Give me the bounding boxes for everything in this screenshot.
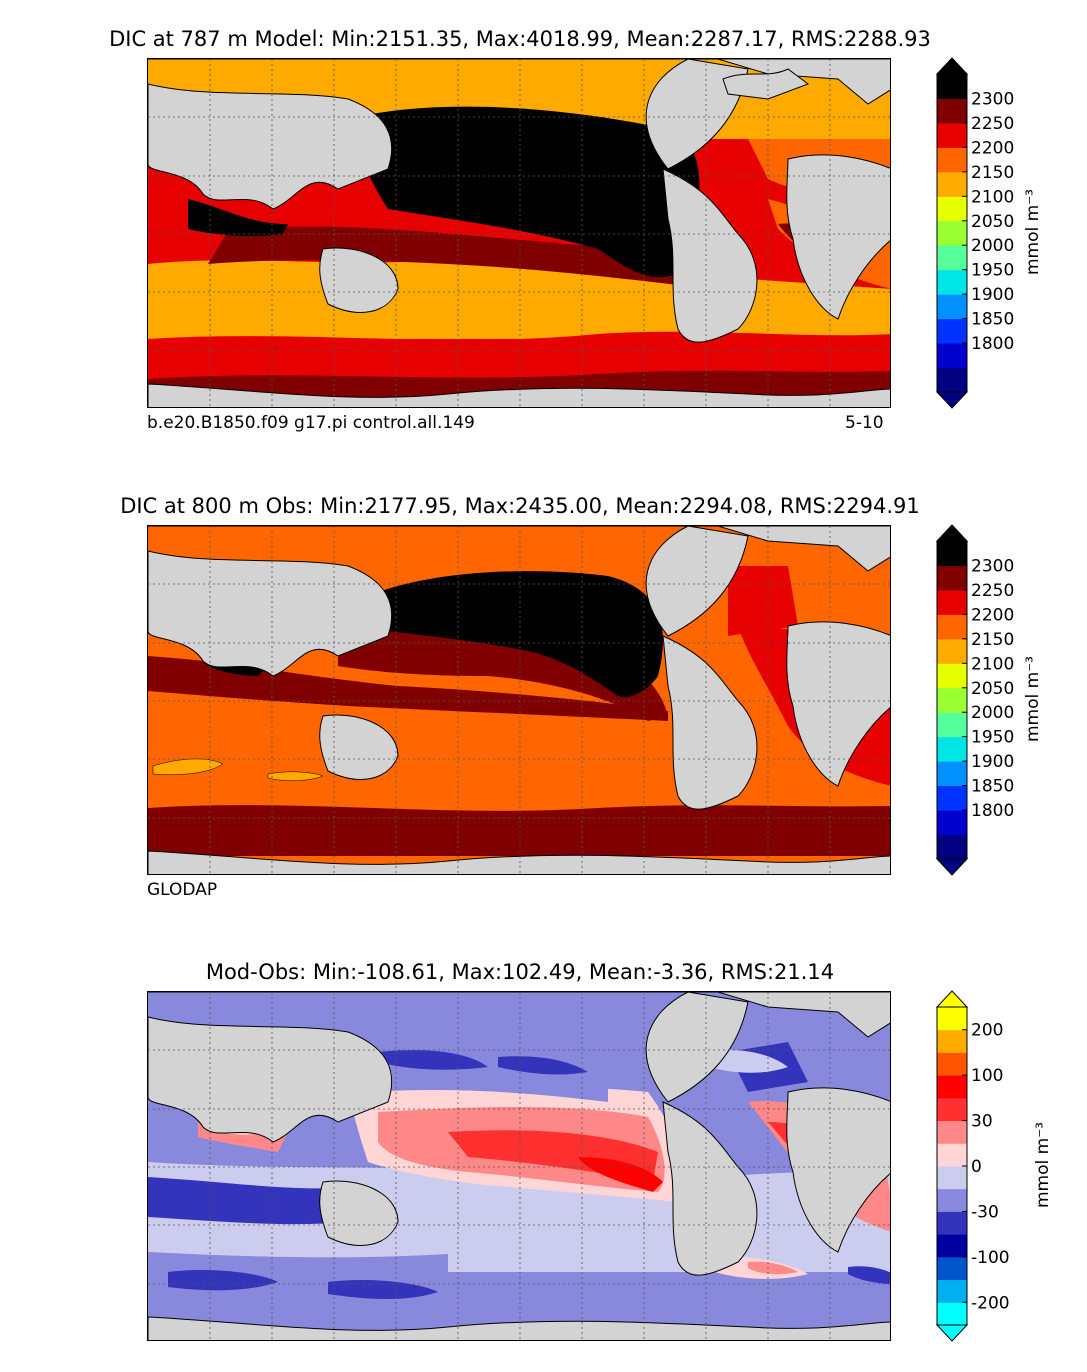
colorbar-segment bbox=[937, 1097, 967, 1122]
colorbar-segment bbox=[937, 196, 967, 222]
colorbar-segment bbox=[937, 565, 967, 591]
colorbar-segment bbox=[937, 761, 967, 787]
colorbar-segment bbox=[937, 785, 967, 811]
panel1-map bbox=[147, 58, 891, 408]
colorbar-tick-label: 2200 bbox=[971, 605, 1014, 625]
colorbar-tick-label: 2000 bbox=[971, 236, 1014, 256]
colorbar-segment bbox=[937, 1302, 967, 1326]
colorbar-tick-label: 1950 bbox=[971, 261, 1014, 281]
colorbar-segment bbox=[937, 318, 967, 344]
colorbar-extend-min bbox=[935, 858, 969, 876]
panel2-unit-label: mmol m⁻³ bbox=[1023, 656, 1043, 742]
panel3-colorbar: 200 100 30 0 -30 -100 -200 bbox=[935, 990, 1010, 1342]
colorbar-segment bbox=[937, 1052, 967, 1076]
colorbar-segment bbox=[937, 1211, 967, 1235]
colorbar-tick-label: 0 bbox=[971, 1157, 982, 1177]
colorbar-tick-label: 2200 bbox=[971, 138, 1014, 158]
colorbar-segment bbox=[937, 736, 967, 762]
colorbar-tick-label: -200 bbox=[971, 1293, 1010, 1313]
colorbar-segment bbox=[937, 1029, 967, 1053]
colorbar-segment bbox=[937, 1279, 967, 1303]
colorbar-segment bbox=[937, 663, 967, 689]
colorbar-segment bbox=[937, 343, 967, 369]
colorbar-segment bbox=[937, 98, 967, 124]
colorbar-extend-max bbox=[935, 57, 969, 75]
colorbar-segment bbox=[937, 1188, 967, 1212]
colorbar-segment bbox=[937, 1143, 967, 1167]
colorbar-tick-label: 1900 bbox=[971, 285, 1014, 305]
panel3-title: Mod-Obs: Min:-108.61, Max:102.49, Mean:-… bbox=[205, 960, 835, 984]
colorbar-tick-label: 2300 bbox=[971, 89, 1014, 109]
colorbar-segment bbox=[937, 245, 967, 271]
colorbar-tick-label: 1900 bbox=[971, 752, 1014, 772]
panel1-case-label: b.e20.B1850.f09 g17.pi control.all.149 bbox=[147, 413, 475, 433]
colorbar-segment bbox=[937, 834, 967, 860]
colorbar-tick-label: 2100 bbox=[971, 187, 1014, 207]
colorbar-segment bbox=[937, 1007, 967, 1031]
panel1-unit-label: mmol m⁻³ bbox=[1023, 189, 1043, 275]
colorbar-segment bbox=[937, 1120, 967, 1144]
colorbar-segment bbox=[937, 367, 967, 393]
panel2-title: DIC at 800 m Obs: Min:2177.95, Max:2435.… bbox=[120, 494, 920, 518]
colorbar-segment bbox=[937, 147, 967, 173]
colorbar-segment bbox=[937, 171, 967, 197]
colorbar-extend-min bbox=[935, 1324, 969, 1342]
colorbar-tick-label: 2250 bbox=[971, 581, 1014, 601]
colorbar-tick-label: -30 bbox=[971, 1202, 999, 1222]
colorbar-tick-label: 2050 bbox=[971, 679, 1014, 699]
colorbar-tick-label: 30 bbox=[971, 1112, 993, 1132]
colorbar-tick-label: 2250 bbox=[971, 114, 1014, 134]
colorbar-segment bbox=[937, 1166, 967, 1190]
panel1-colorbar: 2300 2250 2200 2150 2100 2050 2000 1950 1900 1850… bbox=[935, 57, 1014, 409]
colorbar-tick-label: 2050 bbox=[971, 212, 1014, 232]
colorbar-tick-label: 200 bbox=[971, 1021, 1003, 1041]
colorbar-segment bbox=[937, 122, 967, 148]
colorbar-segment bbox=[937, 1075, 967, 1099]
panel3-unit-label: mmol m⁻³ bbox=[1033, 1122, 1053, 1208]
colorbar-tick-label: 1950 bbox=[971, 728, 1014, 748]
colorbar-segment bbox=[937, 638, 967, 664]
colorbar-tick-label: 1800 bbox=[971, 801, 1014, 821]
colorbar-segment bbox=[937, 687, 967, 713]
colorbar-segment bbox=[937, 294, 967, 320]
colorbar-segment bbox=[937, 541, 967, 566]
colorbar-extend-min bbox=[935, 391, 969, 409]
colorbar-tick-label: 2000 bbox=[971, 703, 1014, 723]
colorbar-tick-label: 2150 bbox=[971, 163, 1014, 183]
colorbar-tick-label: 1800 bbox=[971, 334, 1014, 354]
colorbar-segment bbox=[937, 74, 967, 99]
panel2-source-label: GLODAP bbox=[147, 880, 218, 900]
colorbar-segment bbox=[937, 220, 967, 246]
colorbar-segment bbox=[937, 589, 967, 615]
colorbar-tick-label: 1850 bbox=[971, 310, 1014, 330]
colorbar-tick-label: 100 bbox=[971, 1066, 1003, 1086]
colorbar-segment bbox=[937, 712, 967, 738]
colorbar-segment bbox=[937, 810, 967, 836]
panel2-colorbar: 2300 2250 2200 2150 2100 2050 2000 1950 1900 1850… bbox=[935, 524, 1014, 876]
colorbar-segment bbox=[937, 614, 967, 640]
panel1-years-label: 5-10 bbox=[845, 413, 884, 433]
colorbar-tick-label: 2100 bbox=[971, 654, 1014, 674]
colorbar-tick-label: -100 bbox=[971, 1248, 1010, 1268]
colorbar-tick-label: 2300 bbox=[971, 556, 1014, 576]
colorbar-segment bbox=[937, 1256, 967, 1281]
panel3-map bbox=[147, 991, 891, 1341]
colorbar-tick-label: 2150 bbox=[971, 630, 1014, 650]
colorbar-segment bbox=[937, 1234, 967, 1258]
panel1-title: DIC at 787 m Model: Min:2151.35, Max:401… bbox=[109, 27, 931, 51]
colorbar-extend-max bbox=[935, 524, 969, 542]
panel2-map bbox=[147, 525, 891, 875]
colorbar-segment bbox=[937, 269, 967, 295]
colorbar-tick-label: 1850 bbox=[971, 777, 1014, 797]
colorbar-extend-max bbox=[935, 990, 969, 1008]
